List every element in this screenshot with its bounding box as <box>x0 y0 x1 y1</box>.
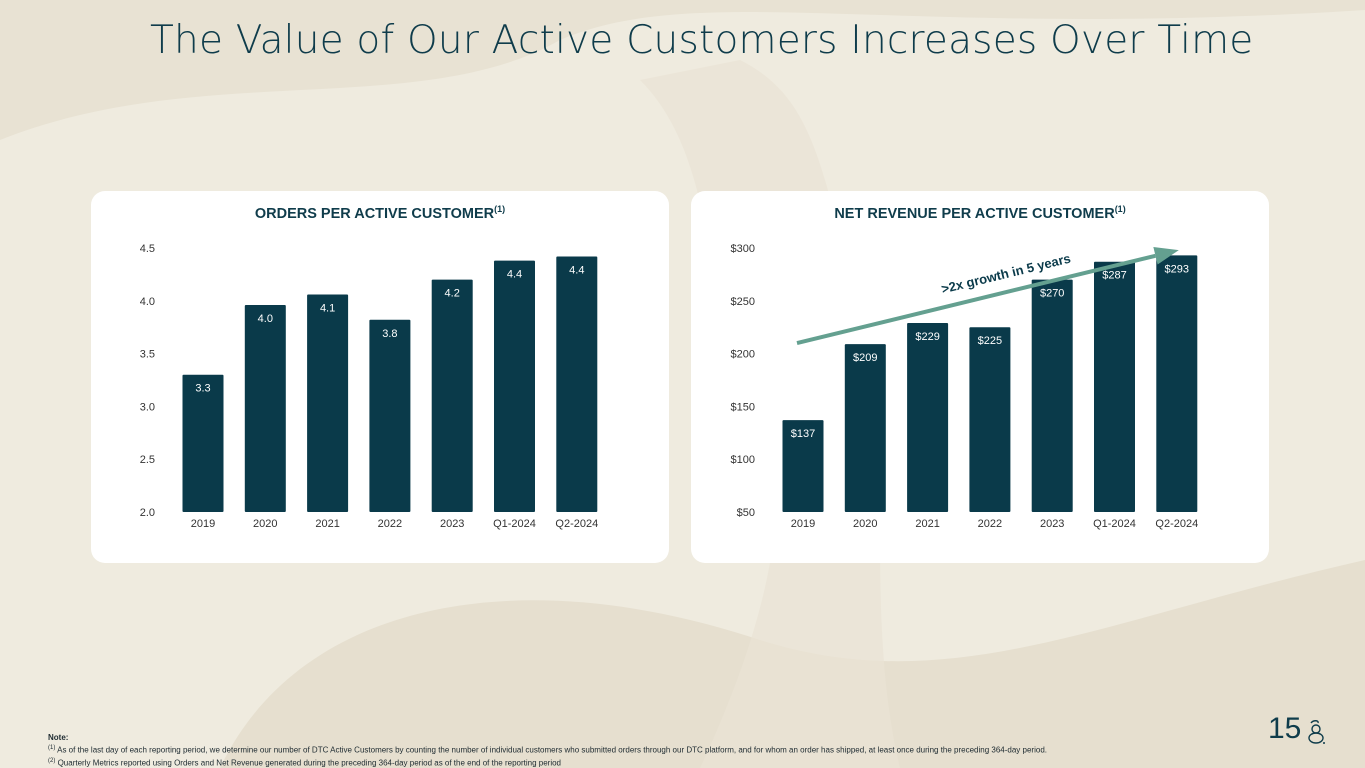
revenue-y-tick-label: $150 <box>731 401 755 413</box>
orders-bar <box>431 279 473 512</box>
orders-bar-value-label: 4.2 <box>445 288 460 300</box>
footnotes: Note: (1) As of the last day of each rep… <box>48 733 1288 768</box>
revenue-bar-value-label: $225 <box>978 335 1002 347</box>
orders-y-tick-label: 2.5 <box>140 454 155 466</box>
revenue-bar <box>844 344 886 512</box>
revenue-bar <box>907 322 949 512</box>
orders-bar-value-label: 4.0 <box>258 313 273 325</box>
footnote-1: (1) As of the last day of each reporting… <box>48 745 1047 755</box>
revenue-bar-value-label: $287 <box>1102 270 1126 282</box>
revenue-x-tick-label: Q2-2024 <box>1155 518 1198 530</box>
revenue-y-tick-label: $250 <box>731 296 755 308</box>
note-heading: Note: <box>48 733 69 742</box>
orders-bar <box>244 305 286 512</box>
company-logo-icon <box>1308 720 1325 744</box>
revenue-bar-value-label: $293 <box>1165 263 1189 275</box>
page-title: The Value of Our Active Customers Increa… <box>150 18 1254 63</box>
orders-x-tick-label: 2019 <box>191 518 215 530</box>
revenue-x-tick-label: 2023 <box>1040 518 1064 530</box>
revenue-bar-value-label: $137 <box>791 428 815 440</box>
revenue-y-tick-label: $100 <box>731 454 755 466</box>
orders-y-tick-label: 3.0 <box>140 401 155 413</box>
revenue-chart-panel: NET REVENUE PER ACTIVE CUSTOMER(1) $50 $1… <box>691 191 1269 563</box>
revenue-x-tick-label: Q1-2024 <box>1093 518 1136 530</box>
revenue-x-tick-label: 2022 <box>978 518 1002 530</box>
growth-arrow-head-icon <box>1153 247 1179 265</box>
orders-bar <box>369 319 411 512</box>
revenue-bar-value-label: $229 <box>915 331 939 343</box>
orders-x-tick-label: 2020 <box>253 518 277 530</box>
revenue-y-tick-label: $300 <box>731 243 755 255</box>
orders-chart-panel: ORDERS PER ACTIVE CUSTOMER(1) 2.0 2.5 3.0 3… <box>91 191 669 563</box>
revenue-chart-title: NET REVENUE PER ACTIVE CUSTOMER(1) <box>834 204 1126 222</box>
orders-bar <box>307 294 349 512</box>
orders-bar-value-label: 3.8 <box>382 328 397 340</box>
revenue-x-tick-label: 2019 <box>791 518 815 530</box>
orders-bar-value-label: 4.1 <box>320 302 335 314</box>
orders-x-tick-label: 2023 <box>440 518 464 530</box>
orders-chart-title: ORDERS PER ACTIVE CUSTOMER(1) <box>254 204 506 222</box>
revenue-chart: $50 $100 $150 $200 $250 $300 $137 2019 $209 2020 $… <box>731 243 1199 530</box>
orders-y-tick-label: 2.0 <box>140 507 155 519</box>
orders-bar <box>494 260 535 512</box>
orders-x-tick-label: Q2-2024 <box>555 518 598 530</box>
orders-x-tick-label: 2021 <box>315 518 339 530</box>
orders-y-tick-label: 4.0 <box>140 296 155 308</box>
revenue-bar-value-label: $270 <box>1040 288 1064 300</box>
footnote-2: (2) Quarterly Metrics reported using Ord… <box>48 757 561 768</box>
growth-arrow-line <box>796 253 1156 345</box>
revenue-bar <box>1094 261 1135 512</box>
orders-bar <box>182 374 224 512</box>
orders-y-tick-label: 4.5 <box>140 243 155 255</box>
orders-bar-value-label: 4.4 <box>507 269 522 281</box>
revenue-bar <box>782 420 824 512</box>
page-number: 15 <box>1268 712 1302 745</box>
revenue-bar <box>1156 255 1198 512</box>
revenue-x-tick-label: 2021 <box>915 518 939 530</box>
revenue-bar-value-label: $209 <box>853 352 877 364</box>
revenue-x-tick-label: 2020 <box>853 518 877 530</box>
orders-bar-value-label: 3.3 <box>195 383 210 395</box>
revenue-bar <box>1031 279 1073 512</box>
orders-y-tick-label: 3.5 <box>140 349 155 361</box>
revenue-bar <box>969 327 1011 512</box>
orders-x-tick-label: Q1-2024 <box>493 518 536 530</box>
background-swirl <box>0 0 1365 140</box>
orders-x-tick-label: 2022 <box>378 518 402 530</box>
revenue-y-tick-label: $200 <box>731 349 755 361</box>
orders-bar <box>556 256 598 512</box>
orders-chart: 2.0 2.5 3.0 3.5 4.0 4.5 3.3 2019 4.0 2020 4.1 2021 3… <box>140 243 599 530</box>
orders-bar-value-label: 4.4 <box>569 264 584 276</box>
revenue-y-tick-label: $50 <box>737 507 755 519</box>
